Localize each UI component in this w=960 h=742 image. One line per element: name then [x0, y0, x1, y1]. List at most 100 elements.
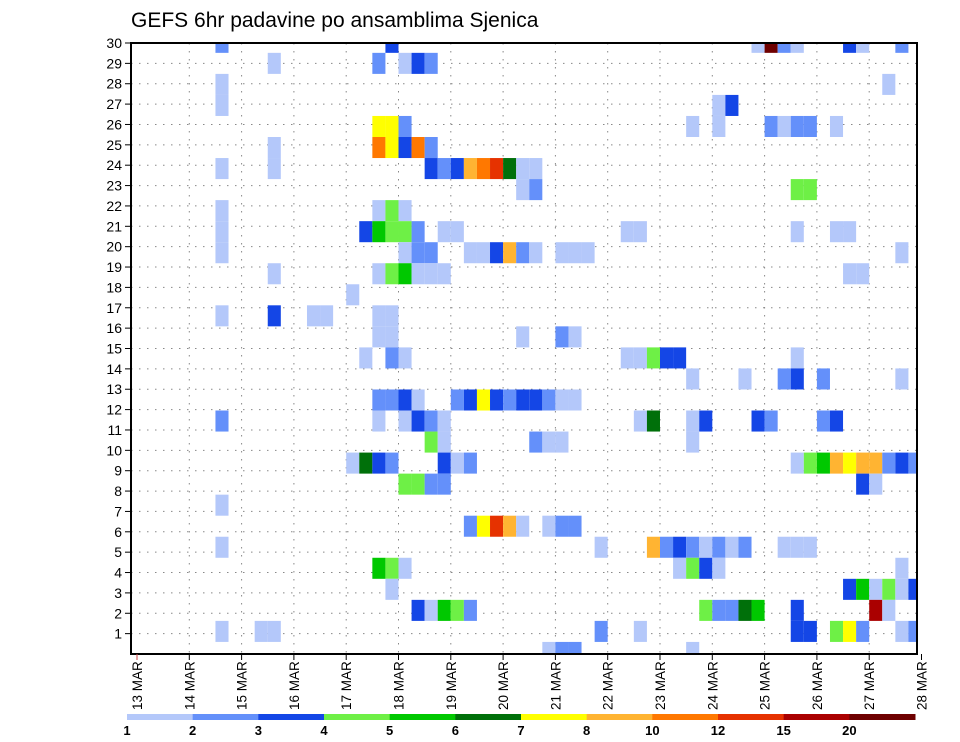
heatmap-cell	[476, 515, 491, 537]
heatmap-cell	[660, 536, 674, 558]
heatmap-cell	[843, 263, 857, 285]
heatmap-cell	[424, 137, 438, 159]
y-tick-label: 30	[106, 35, 122, 51]
x-tick-label: 26 MAR	[810, 661, 825, 710]
heatmap-cell	[490, 242, 504, 264]
heatmap-cell	[398, 557, 412, 579]
heatmap-cell	[215, 620, 229, 642]
heatmap-cell	[463, 389, 477, 411]
heatmap-cell	[254, 620, 268, 642]
heatmap-cell	[398, 347, 412, 369]
heatmap-cell	[215, 73, 229, 95]
heatmap-cell	[764, 115, 778, 137]
y-tick-label: 25	[106, 137, 122, 153]
heatmap-cell	[320, 305, 334, 327]
heatmap-cell	[503, 389, 517, 411]
heatmap-cell	[882, 599, 896, 621]
heatmap-cell	[372, 263, 386, 285]
heatmap-cell	[568, 389, 582, 411]
x-tick-label: 20 MAR	[496, 661, 511, 710]
heatmap-cell	[490, 389, 504, 411]
heatmap-cell	[306, 305, 321, 327]
heatmap-cell	[542, 431, 556, 453]
heatmap-cell	[359, 221, 373, 243]
heatmap-cell	[594, 620, 608, 642]
y-tick-label: 27	[106, 96, 122, 112]
heatmap-cell	[437, 599, 451, 621]
heatmap-cell	[895, 43, 909, 53]
heatmap-cell	[215, 94, 229, 116]
heatmap-cell	[751, 599, 765, 621]
y-tick-label: 2	[114, 605, 122, 621]
heatmap-cell	[385, 347, 399, 369]
y-tick-label: 29	[106, 55, 122, 71]
heatmap-cell	[542, 515, 556, 537]
heatmap-cell	[215, 43, 229, 53]
heatmap-cell	[620, 221, 634, 243]
colorbar-swatch	[783, 714, 850, 720]
heatmap-cell	[385, 578, 399, 600]
heatmap-cell	[673, 536, 687, 558]
heatmap-cell	[437, 263, 451, 285]
colorbar-label: 12	[711, 723, 725, 738]
y-tick-label: 24	[106, 157, 122, 173]
heatmap-cell	[398, 115, 412, 137]
heatmap-cell	[790, 179, 804, 201]
heatmap-cell	[490, 158, 504, 180]
heatmap-cell	[372, 389, 386, 411]
heatmap-cell	[516, 158, 530, 180]
heatmap-cell	[882, 578, 896, 600]
heatmap-cell	[437, 473, 451, 495]
heatmap-cell	[633, 221, 647, 243]
heatmap-cell	[712, 599, 726, 621]
colorbar-label: 2	[189, 723, 196, 738]
heatmap-cell	[398, 389, 412, 411]
heatmap-cell	[424, 263, 438, 285]
heatmap-cell	[215, 305, 229, 327]
heatmap-cell	[673, 347, 687, 369]
heatmap-cell	[437, 431, 451, 453]
heatmap-cell	[856, 452, 870, 474]
heatmap-cell	[542, 389, 556, 411]
heatmap-cell	[450, 389, 464, 411]
heatmap-cell	[450, 221, 464, 243]
heatmap-cell	[790, 452, 804, 474]
heatmap-cell	[829, 221, 844, 243]
y-tick-label: 15	[106, 341, 122, 357]
heatmap-cell	[803, 620, 817, 642]
heatmap-cell	[398, 263, 412, 285]
y-tick-label: 8	[114, 483, 122, 499]
heatmap-cell	[516, 179, 530, 201]
heatmap-cell	[686, 641, 700, 654]
heatmap-cell	[437, 158, 451, 180]
heatmap-cell	[215, 536, 229, 558]
colorbar-label: 5	[386, 723, 393, 738]
heatmap-cell	[555, 389, 569, 411]
colorbar-swatch	[127, 714, 194, 720]
heatmap-cell	[686, 557, 700, 579]
heatmap-cell	[751, 43, 765, 53]
heatmap-cell	[267, 263, 281, 285]
heatmap-cell	[372, 137, 386, 159]
x-axis-ticks: 13 MAR 14 MAR 15 MAR 16 MAR 17 MAR 18 MAR 19 M…	[130, 654, 930, 710]
heatmap-cell	[882, 452, 896, 474]
heatmap-cell	[856, 473, 870, 495]
heatmap-cells	[215, 43, 917, 654]
heatmap-cell	[764, 43, 778, 53]
heatmap-cell	[712, 115, 726, 137]
heatmap-cell	[411, 599, 425, 621]
heatmap-cell	[843, 578, 857, 600]
heatmap-cell	[411, 52, 425, 74]
y-tick-label: 26	[106, 116, 122, 132]
heatmap-cell	[463, 158, 477, 180]
colorbar-label: 4	[320, 723, 328, 738]
y-tick-label: 21	[106, 218, 122, 234]
heatmap-cell	[555, 641, 569, 654]
colorbar-swatch	[258, 714, 325, 720]
heatmap-cell	[869, 473, 883, 495]
heatmap-cell	[385, 326, 399, 348]
heatmap-cell	[476, 158, 491, 180]
colorbar-swatch	[192, 714, 259, 720]
heatmap-cell	[895, 368, 909, 390]
heatmap-cell	[385, 305, 399, 327]
